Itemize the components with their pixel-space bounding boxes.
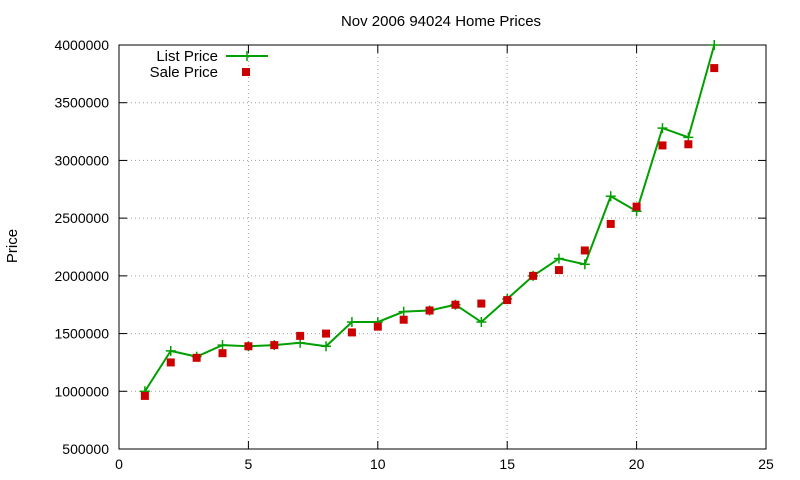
y-tick-label: 4000000 (54, 37, 109, 53)
list-price-point (476, 317, 487, 328)
sale-price-point (606, 219, 615, 228)
sale-price-point (503, 296, 512, 305)
sale-price-point (529, 271, 538, 280)
y-axis-label: Price (4, 229, 21, 263)
list-price-point (605, 191, 616, 202)
legend-label: Sale Price (150, 64, 218, 81)
grid (119, 45, 766, 449)
list-price-line (144, 44, 716, 392)
list-price-point (217, 340, 228, 351)
list-price-point (709, 40, 720, 50)
list-price-point (346, 317, 357, 328)
y-tick-label: 500000 (62, 441, 109, 457)
list-price-point (657, 123, 668, 134)
y-tick-label: 1000000 (54, 383, 109, 399)
sale-price-point (554, 266, 563, 275)
list-price-point (165, 345, 176, 356)
sale-price-point (658, 141, 667, 150)
sale-price-point (425, 306, 434, 315)
legend-label: List Price (156, 48, 218, 65)
y-tick-label: 2000000 (54, 268, 109, 284)
x-tick-label: 10 (370, 456, 386, 472)
sale-price-point (347, 328, 356, 337)
sale-price-point (451, 300, 460, 309)
sale-price-point (399, 315, 408, 324)
sale-price-point (684, 140, 693, 149)
legend-list-marker (242, 51, 252, 61)
x-tick-label: 5 (245, 456, 253, 472)
x-tick-label: 0 (115, 456, 123, 472)
series-layer (139, 40, 720, 400)
sale-price-point (244, 342, 253, 351)
axis-ticks: 0 5 10 15 20 25 500000 1000000 1500000 2000000 250… (54, 37, 774, 472)
y-tick-label: 2500000 (54, 210, 109, 226)
sale-price-point (270, 341, 279, 350)
x-tick-label: 15 (499, 456, 515, 472)
list-price-point (553, 253, 564, 264)
x-tick-label: 20 (629, 456, 645, 472)
y-tick-label: 1500000 (54, 326, 109, 342)
x-tick-label: 25 (758, 456, 774, 472)
chart-title: Nov 2006 94024 Home Prices (341, 13, 541, 30)
sale-price-point (166, 358, 175, 367)
sale-price-point (710, 64, 719, 73)
y-tick-label: 3500000 (54, 95, 109, 111)
sale-price-point (218, 349, 227, 358)
list-price-point (579, 259, 590, 270)
sale-price-point (477, 299, 486, 308)
sale-price-point (632, 202, 641, 211)
list-price-point (321, 341, 332, 352)
sale-price-point (140, 391, 149, 400)
y-tick-label: 3000000 (54, 152, 109, 168)
list-price-point (398, 306, 409, 317)
plot-frame (118, 44, 767, 450)
sale-price-point (192, 353, 201, 362)
sale-price-point (322, 329, 331, 338)
sale-price-point (580, 246, 589, 255)
sale-price-point (373, 322, 382, 331)
legend-sale-marker (242, 68, 250, 76)
sale-price-point (296, 331, 305, 340)
